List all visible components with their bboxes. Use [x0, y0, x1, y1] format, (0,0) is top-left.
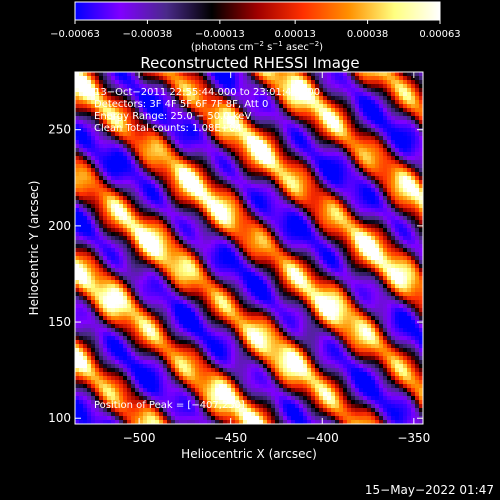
colorbar-tick-label: −0.00038: [123, 29, 173, 40]
heatmap-cells: [75, 72, 423, 424]
colorbar-tick-label: 0.00038: [347, 29, 388, 40]
colorbar-gradient: [74, 1, 441, 21]
colorbar-tick-label: −0.00013: [195, 29, 245, 40]
annotation-block: 13−Oct−2011 22:55:44.000 to 23:01:44.000…: [94, 87, 320, 134]
annotation-clean-counts: Clean Total counts: 1.08E+04: [94, 123, 242, 134]
y-tick-label: 100: [48, 411, 71, 425]
colorbar-tick-label: 0.00013: [274, 29, 315, 40]
y-tick-label: 250: [48, 123, 71, 137]
footer-date: 15−May−2022 01:47: [365, 483, 494, 497]
x-tick-label: −500: [123, 431, 156, 445]
chart-title: Reconstructed RHESSI Image: [140, 54, 359, 72]
y-axis-ticks: 100 150 200 250: [48, 123, 423, 425]
x-tick-label: −450: [214, 431, 247, 445]
y-axis-label: Heliocentric Y (arcsec): [27, 181, 41, 316]
annotation-energy-range: Energy Range: 25.0 − 50.0 keV: [94, 111, 251, 122]
colorbar-tick-label: −0.00063: [50, 29, 100, 40]
colorbar-ticks: −0.00063 −0.00038 −0.00013 0.00013 0.00038 0.…: [50, 20, 461, 40]
colorbar-unit: (photons cm−2 s−1 asec−2): [191, 40, 323, 53]
colorbar-tick-label: 0.00063: [419, 29, 460, 40]
plot-frame: [74, 71, 424, 425]
x-tick-label: −350: [397, 431, 430, 445]
heatmap-area: [75, 72, 423, 424]
annotation-time-range: 13−Oct−2011 22:55:44.000 to 23:01:44.000: [94, 87, 320, 98]
annotation-detectors: Detectors: 3F 4F 5F 6F 7F 8F, Att 0: [94, 99, 268, 110]
peak-position-label: Position of Peak = [−407,250]: [94, 400, 245, 411]
x-tick-label: −400: [306, 431, 339, 445]
y-tick-label: 200: [48, 219, 71, 233]
y-tick-label: 150: [48, 315, 71, 329]
x-axis-label: Heliocentric X (arcsec): [181, 447, 317, 461]
colorbar: −0.00063 −0.00038 −0.00013 0.00013 0.00038 0.…: [50, 1, 461, 53]
x-axis-ticks: −500 −450 −400 −350: [123, 72, 430, 445]
